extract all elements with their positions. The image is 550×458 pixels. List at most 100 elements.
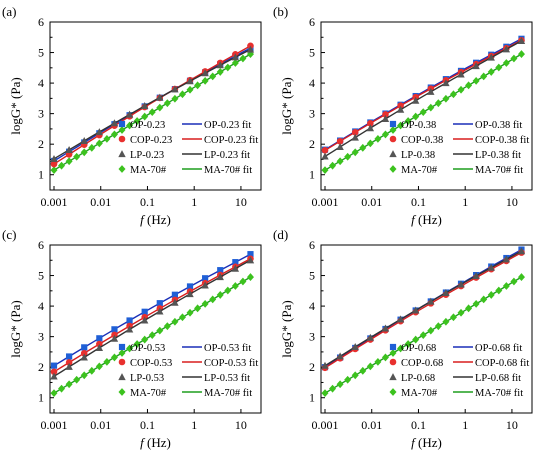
legend-fit-label: OP-0.53 fit	[204, 343, 251, 354]
y-tick-label: 6	[38, 15, 44, 29]
data-point-ma-70-	[457, 85, 465, 94]
data-point-lp-0-68	[502, 255, 511, 263]
x-tick-label: 0.001	[41, 418, 68, 432]
data-point-ma-70-	[73, 375, 81, 384]
data-point-ma-70-	[110, 353, 118, 362]
data-point-ma-70-	[65, 380, 73, 389]
data-point-lp-0-38	[321, 152, 329, 160]
data-point-ma-70-	[502, 59, 510, 67]
legend-fit-label: LP-0.68 fit	[475, 373, 521, 384]
legend-fit-label: MA-70# fit	[204, 165, 252, 176]
legend-marker	[389, 150, 397, 158]
legend-fit-label: COP-0.53 fit	[204, 358, 258, 369]
data-point-ma-70-	[351, 371, 359, 380]
data-point-ma-70-	[412, 335, 420, 344]
data-point-op-0-53	[50, 362, 58, 369]
legend-fit-label: LP-0.23 fit	[204, 150, 250, 161]
data-point-ma-70-	[216, 291, 224, 299]
data-point-ma-70-	[50, 389, 58, 398]
y-tick-label: 5	[309, 46, 315, 60]
data-point-ma-70-	[178, 90, 186, 99]
x-tick-label: 10	[506, 418, 518, 432]
data-point-ma-70-	[374, 357, 382, 366]
data-point-lp-0-38	[351, 133, 359, 141]
data-point-ma-70-	[465, 81, 473, 90]
data-point-ma-70-	[321, 166, 329, 175]
data-point-ma-70-	[366, 362, 374, 371]
x-tick-label: 0.1	[140, 418, 155, 432]
data-point-cop-0-53	[80, 349, 88, 357]
data-point-ma-70-	[163, 99, 171, 108]
data-point-lp-0-68	[321, 361, 329, 369]
x-axis-label: f (Hz)	[411, 435, 442, 450]
data-point-ma-70-	[510, 54, 518, 63]
legend-label: OP-0.53	[130, 343, 165, 354]
data-point-ma-70-	[209, 72, 217, 81]
data-point-op-0-53	[217, 267, 224, 274]
data-point-cop-0-38	[321, 146, 329, 154]
data-point-ma-70-	[118, 349, 126, 357]
data-point-ma-70-	[404, 340, 412, 348]
data-point-ma-70-	[412, 112, 420, 121]
data-point-ma-70-	[336, 157, 344, 166]
y-tick-label: 4	[309, 76, 315, 90]
data-point-ma-70-	[449, 313, 457, 322]
x-tick-label: 0.1	[140, 195, 155, 209]
data-point-ma-70-	[427, 103, 435, 112]
legend-marker	[389, 120, 397, 128]
data-point-ma-70-	[389, 349, 397, 357]
data-point-cop-0-38	[397, 102, 404, 110]
plot-frame	[49, 244, 262, 414]
data-point-ma-70-	[80, 371, 88, 380]
legend-label: COP-0.38	[401, 135, 443, 146]
legend-label: MA-70#	[401, 388, 438, 399]
chart-panel-c: 1 2 3 4 5 6 0.001 0.01 0.1 1 10 f (Hz) logG* (Pa) (c)…	[2, 227, 262, 450]
data-point-ma-70-	[201, 76, 209, 85]
legend: OP-0.68 OP-0.68 fit COP-0.68 COP-0.68 fit LP…	[389, 343, 529, 399]
data-point-op-0-53	[186, 283, 194, 290]
data-point-ma-70-	[480, 295, 488, 304]
legend-fit-label: OP-0.38 fit	[475, 120, 522, 131]
data-point-ma-70-	[171, 317, 179, 326]
data-point-ma-70-	[141, 112, 149, 121]
data-point-lp-0-53	[231, 264, 240, 272]
data-point-ma-70-	[344, 152, 352, 161]
legend-fit-label: COP-0.68 fit	[475, 358, 529, 369]
x-tick-label: 0.001	[312, 195, 339, 209]
legend-label: OP-0.38	[401, 120, 436, 131]
legend-label: MA-70#	[130, 165, 167, 176]
data-point-lp-0-68	[366, 333, 375, 341]
data-point-lp-0-53	[125, 325, 134, 333]
y-tick-label: 3	[309, 107, 315, 121]
legend-marker	[389, 135, 397, 143]
legend-fit-label: MA-70# fit	[475, 388, 523, 399]
legend: OP-0.53 OP-0.53 fit COP-0.53 COP-0.53 fit LP…	[118, 343, 258, 399]
legend-label: OP-0.23	[130, 120, 165, 131]
legend-marker	[118, 135, 126, 143]
data-point-lp-0-68	[411, 306, 420, 314]
data-point-lp-0-53	[171, 298, 179, 306]
data-point-ma-70-	[480, 72, 488, 81]
data-point-lp-0-23	[171, 85, 179, 93]
data-point-ma-70-	[397, 121, 405, 130]
y-tick-label: 2	[309, 137, 315, 151]
x-tick-label: 10	[506, 195, 518, 209]
data-point-ma-70-	[216, 68, 224, 76]
data-point-ma-70-	[336, 380, 344, 389]
legend-fit-label: OP-0.23 fit	[204, 120, 251, 131]
data-point-lp-0-68	[351, 342, 359, 350]
data-point-lp-0-23	[110, 119, 119, 127]
data-point-lp-0-38	[502, 45, 511, 53]
data-point-lp-0-23	[140, 102, 149, 110]
data-point-ma-70-	[381, 353, 389, 362]
data-point-ma-70-	[321, 389, 329, 398]
data-point-ma-70-	[359, 366, 367, 375]
data-point-op-0-53	[232, 259, 239, 266]
data-point-cop-0-38	[336, 137, 344, 145]
x-tick-label: 1	[462, 418, 468, 432]
data-point-cop-0-23	[50, 160, 58, 168]
data-point-ma-70-	[73, 152, 81, 161]
x-tick-label: 1	[462, 195, 468, 209]
x-axis-label: f (Hz)	[411, 212, 442, 227]
data-point-lp-0-68	[517, 247, 526, 255]
